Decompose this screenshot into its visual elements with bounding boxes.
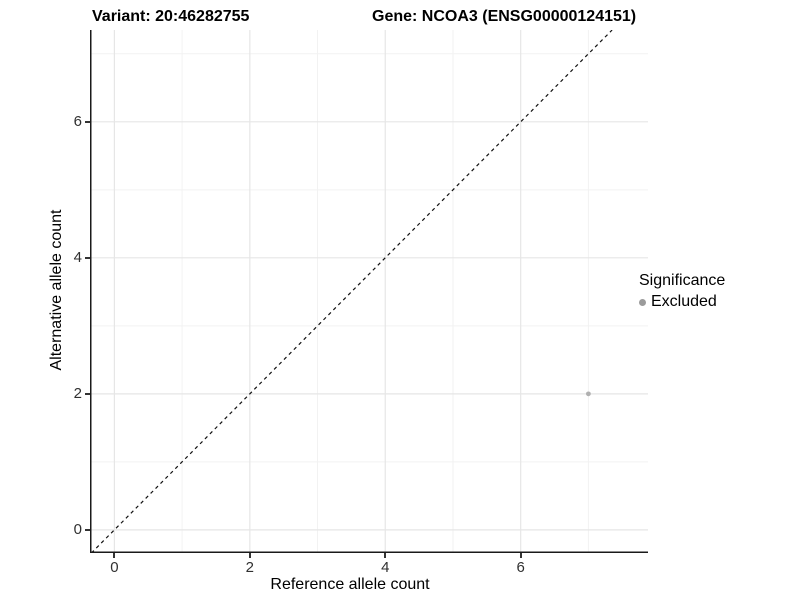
plot-title-gene: Gene: NCOA3 (ENSG00000124151)	[372, 8, 637, 25]
data-point	[586, 391, 591, 397]
x-tick-label: 4	[381, 559, 390, 576]
legend-item-label: Excluded	[651, 293, 717, 310]
x-tick-mark	[519, 553, 522, 558]
y-tick-mark	[85, 528, 90, 531]
legend-key-dot-icon	[639, 298, 646, 306]
x-tick-mark	[248, 553, 251, 558]
y-tick-mark	[85, 120, 90, 123]
legend: Significance Excluded	[639, 272, 725, 311]
y-tick-label: 6	[73, 113, 82, 131]
identity-line	[90, 30, 613, 553]
legend-title: Significance	[639, 272, 726, 289]
x-tick-label: 6	[516, 559, 525, 576]
x-tick-label: 0	[110, 559, 119, 576]
legend-item-excluded: Excluded	[639, 293, 725, 311]
x-axis-label: Reference allele count	[270, 576, 430, 593]
y-tick-label: 0	[73, 521, 82, 539]
y-tick-label: 4	[73, 249, 82, 267]
y-axis-label: Alternative allele count	[48, 209, 65, 371]
y-tick-label: 2	[73, 385, 82, 403]
plot-title-variant: Variant: 20:46282755	[92, 8, 250, 25]
plot-panel	[90, 30, 648, 553]
x-tick-mark	[113, 553, 116, 558]
y-tick-mark	[85, 392, 90, 395]
chart-svg	[90, 30, 648, 553]
x-tick-mark	[384, 553, 387, 558]
y-tick-mark	[85, 256, 90, 259]
x-tick-label: 2	[245, 559, 254, 576]
